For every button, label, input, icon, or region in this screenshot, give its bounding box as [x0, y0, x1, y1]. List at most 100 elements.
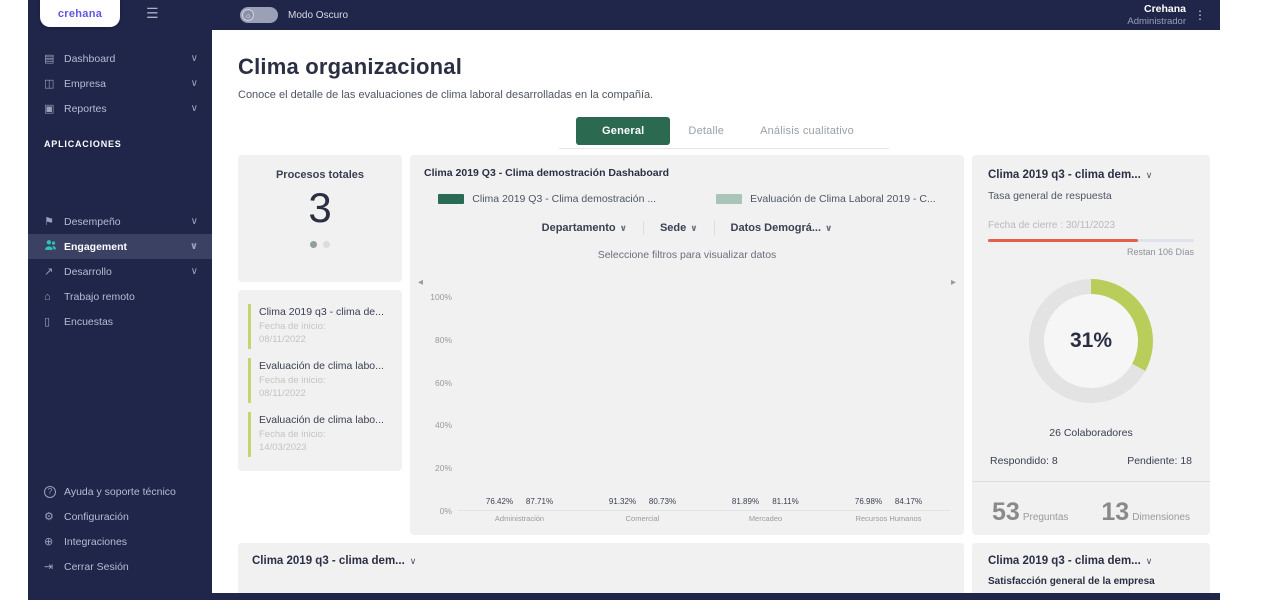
people-icon — [44, 239, 64, 254]
filter-dropdown-3[interactable]: Datos Demográ... ∨ — [730, 222, 833, 234]
response-donut-chart: 31% — [1029, 279, 1153, 403]
process-date: 14/03/2023 — [259, 442, 307, 453]
process-date-label: Fecha de inicio: — [259, 321, 326, 332]
user-info: Crehana Administrador — [1127, 3, 1186, 27]
dark-mode-toggle[interactable]: ☼ — [240, 7, 278, 23]
response-rate-card: Clima 2019 q3 - clima dem... ∨ Tasa gener… — [972, 155, 1210, 535]
process-list-item[interactable]: Evaluación de clima labo... Fecha de inic… — [248, 358, 392, 403]
filters-hint: Seleccione filtros para visualizar datos — [597, 249, 777, 261]
legend-label: Evaluación de Clima Laboral 2019 - C... — [750, 193, 936, 205]
sidebar-item-reportes[interactable]: ▣ Reportes ∨ — [28, 96, 212, 121]
carousel-left-icon[interactable]: ◂ — [418, 277, 424, 288]
bar-value-label: 84.17% — [894, 497, 923, 506]
help-icon: ? — [44, 485, 64, 498]
sidebar-item-encuestas[interactable]: ▯ Encuestas — [28, 309, 212, 334]
sidebar-item-integraciones[interactable]: ⊕ Integraciones — [28, 529, 212, 554]
sidebar-item-dashboard[interactable]: ▤ Dashboard ∨ — [28, 46, 212, 71]
sidebar-item-configuraci-n[interactable]: ⚙ Configuración — [28, 504, 212, 529]
y-axis-tick: 80% — [434, 334, 452, 345]
bar-value-label: 80.73% — [648, 497, 677, 506]
carousel-right-icon[interactable]: ▸ — [950, 277, 956, 288]
divider — [972, 481, 1210, 482]
hamburger-icon[interactable]: ☰ — [146, 5, 159, 21]
bar-value-label: 91.32% — [608, 497, 637, 506]
tab-general[interactable]: General — [576, 117, 671, 145]
x-axis-label: Mercadeo — [748, 514, 783, 523]
process-list-item[interactable]: Clima 2019 q3 - clima de... Fecha de inic… — [248, 304, 392, 349]
x-axis-label: Comercial — [625, 514, 660, 523]
chevron-down-icon: ∨ — [619, 223, 627, 233]
process-date-label: Fecha de inicio: — [259, 375, 326, 386]
bottom-left-title[interactable]: Clima 2019 q3 - clima dem... ∨ — [252, 555, 417, 567]
sidebar-item-trabajo-remoto[interactable]: ⌂ Trabajo remoto — [28, 284, 212, 309]
donut-percentage: 31% — [1069, 329, 1113, 352]
page-subtitle: Conoce el detalle de las evaluaciones de… — [238, 89, 654, 101]
bar-value-label: 76.98% — [854, 497, 883, 506]
logout-icon: ⇥ — [44, 561, 54, 573]
pagination-dots — [238, 241, 402, 248]
process-name: Clima 2019 q3 - clima de... — [259, 306, 384, 318]
tab-detalle[interactable]: Detalle — [688, 125, 725, 137]
x-axis-label: Recursos Humanos — [855, 514, 922, 523]
filter-dropdown-2[interactable]: Sede ∨ — [659, 222, 698, 234]
sidebar-item-label: Reportes — [64, 102, 107, 115]
chart-plot-area: 76.42% 87.71% Administración 91.32% 80.73% Co… — [458, 297, 950, 523]
bar-chart: 100% 80% 60% 40% 20% 0% 76.42% 87.71% Administr… — [424, 292, 950, 523]
chart-title: Clima 2019 Q3 - Clima demostración Dasha… — [424, 167, 670, 179]
main-content: Clima organizacional Conoce el detalle d… — [212, 30, 1220, 593]
response-card-title[interactable]: Clima 2019 q3 - clima dem... ∨ — [988, 169, 1153, 181]
bottom-right-card: Clima 2019 q3 - clima dem... ∨ Satisfacci… — [972, 543, 1210, 593]
sidebar-item-label: Engagement — [64, 240, 128, 253]
sidebar-item-ayuda-y-soporte-t-cnico[interactable]: ? Ayuda y soporte técnico — [28, 479, 212, 504]
logo-text: crehana — [57, 7, 103, 20]
page-title: Clima organizacional — [238, 54, 463, 79]
logo[interactable]: crehana — [40, 0, 120, 27]
chart-filters: Departamento ∨ Sede ∨ Datos Demográ... ∨ — [424, 221, 950, 235]
bottom-right-title[interactable]: Clima 2019 q3 - clima dem... ∨ — [988, 555, 1153, 567]
sidebar-item-label: Desarrollo — [64, 265, 112, 278]
legend-label: Clima 2019 Q3 - Clima demostración ... — [472, 193, 657, 205]
responded-label: Respondido: 8 — [990, 455, 1058, 467]
response-card-subtitle: Tasa general de respuesta — [988, 190, 1112, 202]
filter-dropdown-1[interactable]: Departamento ∨ — [541, 222, 627, 234]
app-frame: ☼ Modo Oscuro Crehana Administrador ⋮ cr… — [28, 0, 1220, 600]
chevron-down-icon: ∨ — [190, 103, 198, 114]
sidebar-footer: ? Ayuda y soporte técnico ⚙ Configuración ⊕ I… — [28, 479, 212, 579]
process-date: 08/11/2022 — [259, 334, 306, 345]
chevron-down-icon: ∨ — [190, 266, 198, 277]
close-date-label: Fecha de cierre : 30/11/2023 — [988, 220, 1116, 231]
sidebar-item-cerrar-sesi-n[interactable]: ⇥ Cerrar Sesión — [28, 554, 212, 579]
bar-value-label: 81.11% — [772, 497, 799, 506]
bottom-right-subtitle: Satisfacción general de la empresa — [988, 576, 1155, 587]
pagination-dot[interactable] — [310, 241, 317, 248]
sidebar-item-engagement[interactable]: Engagement ∨ — [28, 234, 212, 259]
process-list-item[interactable]: Evaluación de clima labo... Fecha de inic… — [248, 412, 392, 457]
sidebar-item-desempe-o[interactable]: ⚑ Desempeño ∨ — [28, 209, 212, 234]
sidebar: crehana ☰ ▤ Dashboard ∨ ◫ Empresa ∨ ▣ Reportes ∨… — [28, 0, 212, 593]
legend-item: Clima 2019 Q3 - Clima demostración ... — [438, 193, 656, 205]
bar-value-label: 87.71% — [525, 497, 554, 506]
chevron-down-icon: ∨ — [690, 223, 698, 233]
chevron-down-icon: ∨ — [190, 216, 198, 227]
sidebar-item-label: Configuración — [64, 510, 129, 523]
tab-an-lisis-cualitativo[interactable]: Análisis cualitativo — [760, 125, 854, 137]
dimensions-stat: 13 Dimensiones — [1101, 498, 1190, 526]
sidebar-item-empresa[interactable]: ◫ Empresa ∨ — [28, 71, 212, 96]
kebab-menu-icon[interactable]: ⋮ — [1194, 7, 1206, 22]
user-role: Administrador — [1127, 15, 1186, 27]
chevron-down-icon: ∨ — [409, 556, 417, 566]
process-name: Evaluación de clima labo... — [259, 414, 384, 426]
totals-value: 3 — [308, 184, 332, 231]
y-axis-tick: 20% — [434, 463, 452, 474]
topbar: ☼ Modo Oscuro Crehana Administrador ⋮ — [28, 0, 1220, 30]
sidebar-item-label: Integraciones — [64, 535, 128, 548]
sidebar-item-label: Cerrar Sesión — [64, 560, 129, 573]
chevron-down-icon: ∨ — [190, 53, 198, 64]
x-axis-label: Administración — [494, 514, 545, 523]
chart-legend: Clima 2019 Q3 - Clima demostración ... Ev… — [424, 193, 950, 205]
gear-icon: ⚙ — [44, 511, 54, 523]
pagination-dot[interactable] — [323, 241, 330, 248]
sidebar-item-label: Ayuda y soporte técnico — [64, 485, 176, 498]
divider — [713, 221, 715, 235]
sidebar-item-desarrollo[interactable]: ↗ Desarrollo ∨ — [28, 259, 212, 284]
